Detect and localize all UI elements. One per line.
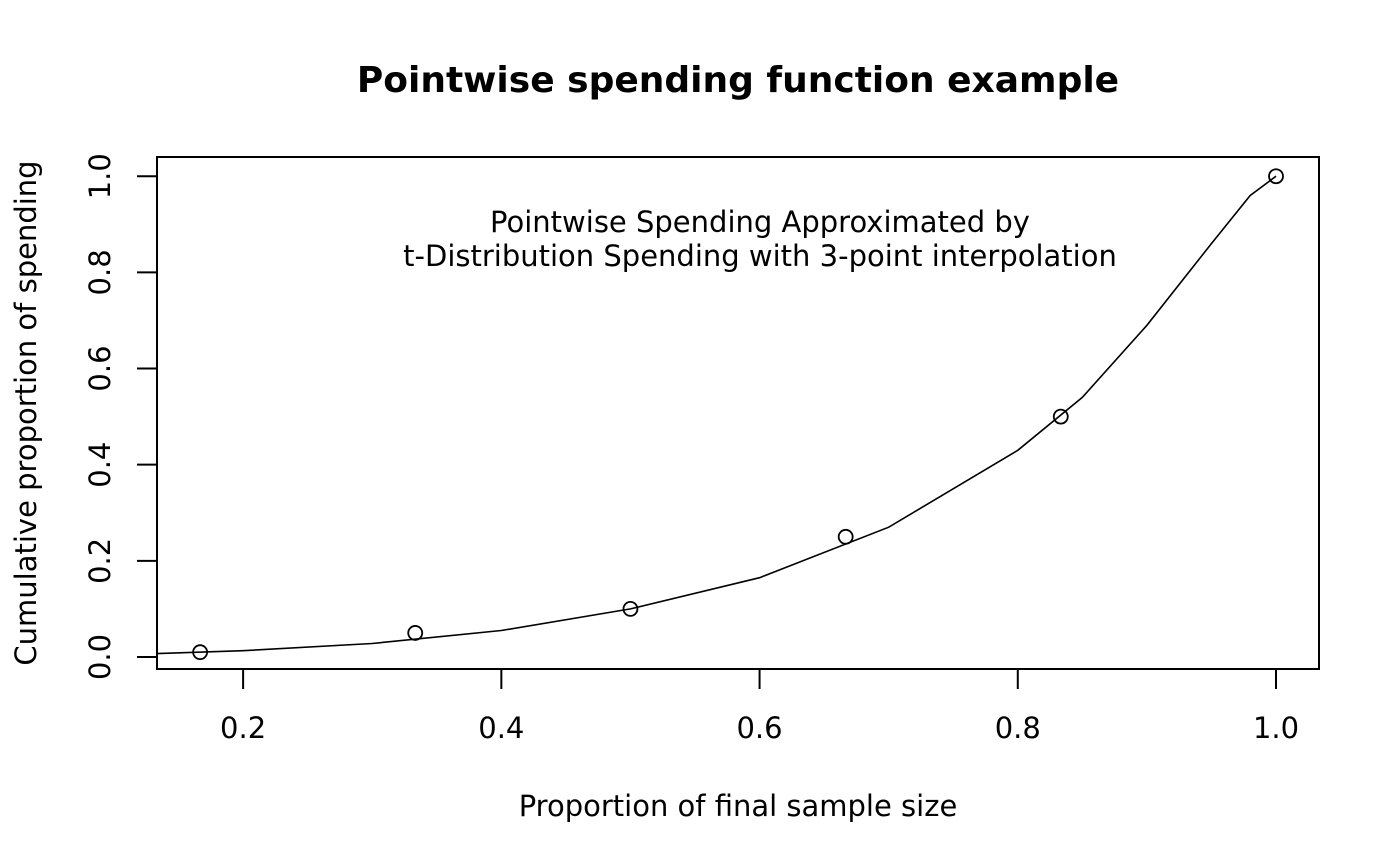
y-tick-label: 0.2 [83, 538, 117, 584]
data-point [1052, 408, 1069, 425]
annotation-line-2: t-Distribution Spending with 3-point int… [403, 239, 1117, 273]
x-tick-label: 0.4 [478, 711, 524, 745]
data-point [622, 601, 639, 617]
x-tick-label: 1.0 [1253, 711, 1299, 745]
x-axis: 0.2 0.4 0.6 0.8 1.0 [220, 669, 1299, 745]
annotation-line-1: Pointwise Spending Approximated by [490, 205, 1030, 239]
data-point [407, 625, 424, 641]
annotation: Pointwise Spending Approximated by t-Dis… [403, 205, 1117, 273]
y-tick-label: 0.4 [83, 442, 117, 488]
x-tick-label: 0.8 [995, 711, 1041, 745]
x-tick-label: 0.6 [736, 711, 782, 745]
fitted-curve [156, 175, 1277, 655]
y-tick-label: 0.0 [83, 634, 117, 680]
data-point [1268, 168, 1284, 185]
y-tick-label: 1.0 [83, 153, 117, 199]
y-tick-label: 0.6 [83, 345, 117, 391]
x-tick-label: 0.2 [220, 711, 266, 745]
x-axis-label: Proportion of final sample size [519, 789, 958, 823]
y-axis-label: Cumulative proportion of spending [9, 160, 43, 665]
series-layer [156, 168, 1284, 661]
chart-title: Pointwise spending function example [357, 60, 1119, 101]
y-tick-label: 0.8 [83, 249, 117, 295]
y-axis: 0.0 0.2 0.4 0.6 0.8 1.0 [83, 153, 157, 680]
plot-frame [156, 156, 1320, 670]
